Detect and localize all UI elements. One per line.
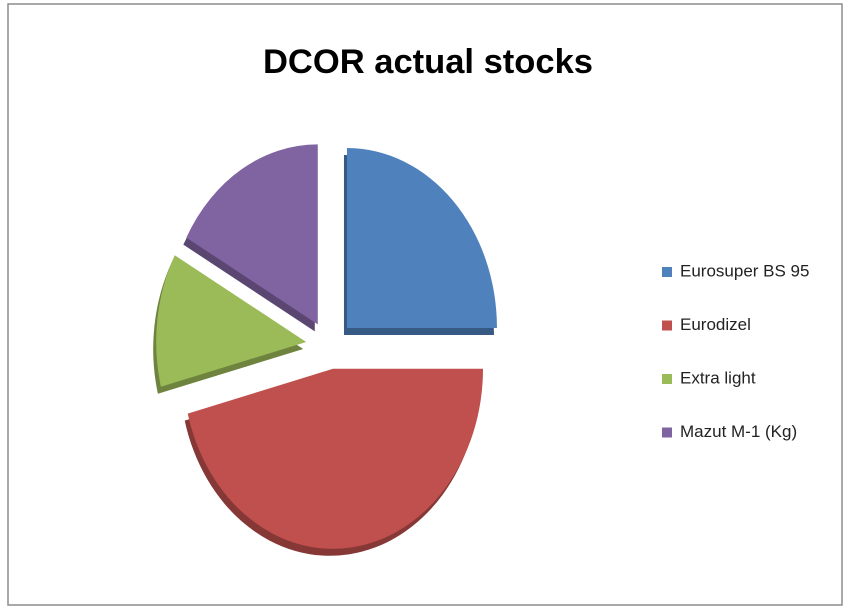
legend-label: Eurosuper BS 95 xyxy=(680,261,809,280)
slice xyxy=(186,144,318,325)
legend-label: Extra light xyxy=(680,368,756,387)
legend-swatch xyxy=(662,320,672,331)
chart-title: DCOR actual stocks xyxy=(263,43,593,81)
legend-label: Mazut M-1 (Kg) xyxy=(680,422,797,441)
legend-label: Eurodizel xyxy=(680,315,751,334)
slice xyxy=(156,255,307,387)
slice xyxy=(187,368,484,549)
legend-swatch xyxy=(662,374,672,384)
legend-swatch xyxy=(662,427,672,438)
legend-swatch xyxy=(662,267,672,277)
slice xyxy=(346,148,497,329)
